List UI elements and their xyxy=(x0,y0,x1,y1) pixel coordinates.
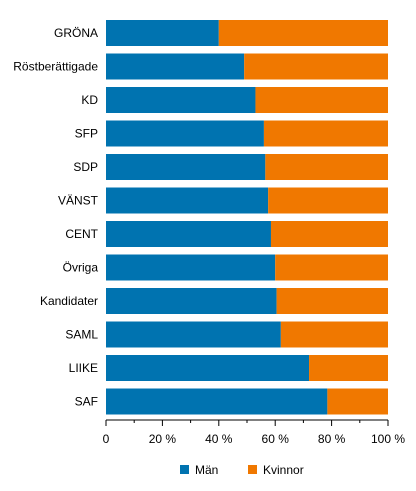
x-tick-label: 40 % xyxy=(205,432,233,446)
legend: Män Kvinnor xyxy=(180,463,304,477)
bar-man-11 xyxy=(106,388,328,415)
bar-man-1 xyxy=(106,53,245,80)
category-label: Röstberättigade xyxy=(13,60,98,74)
bar-kvinnor-4 xyxy=(265,154,388,180)
bar-kvinnor-1 xyxy=(244,53,388,80)
category-label: SFP xyxy=(75,127,98,141)
legend-label-man: Män xyxy=(195,463,218,477)
bar-man-0 xyxy=(106,20,219,46)
bar-kvinnor-11 xyxy=(327,388,388,415)
bar-kvinnor-3 xyxy=(263,120,388,147)
bar-man-9 xyxy=(106,321,281,348)
category-label: Kandidater xyxy=(40,294,98,308)
category-label: LIIKE xyxy=(69,361,98,375)
category-label: VÄNST xyxy=(58,194,99,208)
legend-label-kvinnor: Kvinnor xyxy=(263,463,304,477)
bar-kvinnor-2 xyxy=(255,87,388,113)
x-tick-label: 60 % xyxy=(262,432,290,446)
x-tick-label: 80 % xyxy=(318,432,346,446)
category-label: SDP xyxy=(73,160,98,174)
bar-man-4 xyxy=(106,154,266,180)
category-label: KD xyxy=(81,93,98,107)
bar-kvinnor-10 xyxy=(309,355,388,381)
category-label: GRÖNA xyxy=(54,26,98,40)
legend-swatch-kvinnor xyxy=(248,465,257,474)
category-label: CENT xyxy=(65,227,98,241)
bar-kvinnor-0 xyxy=(218,20,388,46)
bar-kvinnor-6 xyxy=(270,221,388,247)
bar-kvinnor-9 xyxy=(280,321,388,348)
bar-man-8 xyxy=(106,288,277,314)
x-tick-label: 100 % xyxy=(371,432,405,446)
bar-kvinnor-7 xyxy=(275,254,388,281)
category-label: Övriga xyxy=(63,261,99,275)
legend-swatch-man xyxy=(180,465,189,474)
bar-man-10 xyxy=(106,355,310,381)
bar-man-6 xyxy=(106,221,271,247)
bar-kvinnor-8 xyxy=(276,288,388,314)
bar-man-5 xyxy=(106,187,269,214)
x-axis: 0 20 % 40 % 60 % 80 % 100 % xyxy=(103,419,405,446)
x-tick-label: 0 xyxy=(103,432,110,446)
category-labels: GRÖNA Röstberättigade KD SFP SDP VÄNST CENT Övr… xyxy=(13,26,98,409)
bar-kvinnor-5 xyxy=(268,187,388,214)
category-label: SAML xyxy=(65,328,98,342)
bar-man-3 xyxy=(106,120,264,147)
category-label: SAF xyxy=(75,395,98,409)
bar-man-7 xyxy=(106,254,276,281)
bar-man-2 xyxy=(106,87,256,113)
x-tick-label: 20 % xyxy=(149,432,177,446)
bars xyxy=(106,20,388,415)
